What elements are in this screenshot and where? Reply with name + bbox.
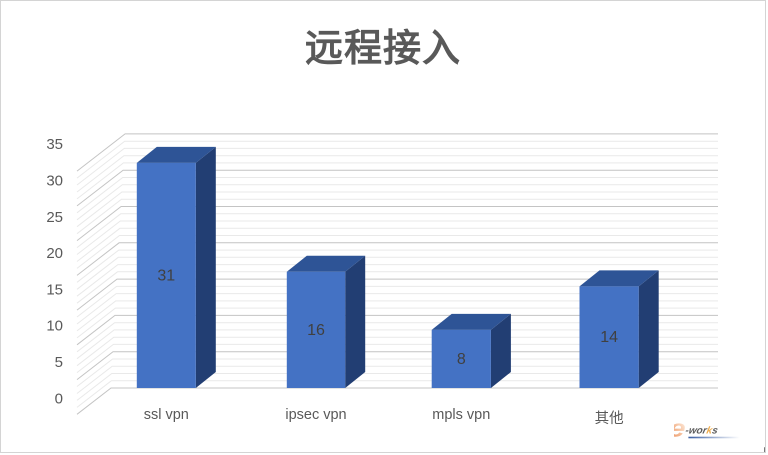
svg-text:20: 20 (46, 245, 63, 262)
svg-text:16: 16 (307, 322, 325, 339)
svg-text:5: 5 (55, 354, 63, 371)
svg-text:8: 8 (457, 351, 466, 368)
svg-text:0: 0 (55, 390, 63, 407)
svg-text:15: 15 (46, 281, 63, 298)
svg-text:25: 25 (46, 209, 63, 226)
svg-text:30: 30 (46, 173, 63, 190)
svg-text:10: 10 (46, 318, 63, 335)
svg-text:-works: -works (684, 426, 719, 437)
svg-text:14: 14 (600, 329, 618, 346)
svg-text:31: 31 (157, 268, 175, 285)
svg-text:35: 35 (46, 136, 63, 153)
